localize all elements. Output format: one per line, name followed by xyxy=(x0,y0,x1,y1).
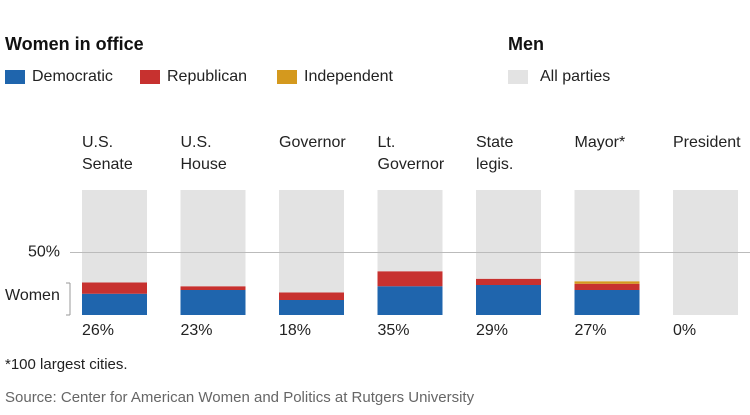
bar-segment xyxy=(574,283,640,290)
bar-segment xyxy=(377,271,443,287)
bar-segment xyxy=(377,190,443,272)
source: Source: Center for American Women and Po… xyxy=(5,389,475,406)
bar-segment xyxy=(180,190,246,287)
category-label: President xyxy=(673,134,741,151)
bar-segment xyxy=(574,281,640,284)
legend-swatch xyxy=(508,70,528,84)
bar-segment xyxy=(279,292,344,300)
bar-segment xyxy=(574,190,640,282)
bar-segment xyxy=(476,278,541,285)
total-label: 26% xyxy=(82,322,114,339)
footnote: *100 largest cities. xyxy=(5,356,128,373)
legend-label: Democratic xyxy=(32,68,113,85)
bar-segment xyxy=(476,190,541,279)
bar-segment xyxy=(476,285,541,315)
legend-swatch xyxy=(140,70,160,84)
legend-label: Independent xyxy=(304,68,394,85)
y-tick-label: 50% xyxy=(28,244,60,261)
bar-segment xyxy=(180,290,246,315)
bar-segment xyxy=(82,293,147,315)
legend-swatch xyxy=(5,70,25,84)
category-label: U.S. House xyxy=(181,134,227,173)
total-label: 0% xyxy=(673,322,696,339)
total-label: 27% xyxy=(575,322,607,339)
legend-label: All parties xyxy=(540,68,610,85)
bar-segment xyxy=(180,286,246,290)
legend-title: Women in office xyxy=(5,34,144,54)
women-label: Women xyxy=(5,287,60,304)
category-label: Mayor* xyxy=(575,134,626,151)
total-label: 18% xyxy=(279,322,311,339)
total-label: 23% xyxy=(181,322,213,339)
bar-segment xyxy=(574,290,640,315)
bar-segment xyxy=(82,282,147,294)
total-label: 29% xyxy=(476,322,508,339)
category-label: Lt. Governor xyxy=(378,134,445,173)
category-label: Governor xyxy=(279,134,346,151)
bar-segment xyxy=(279,300,344,315)
legend-label: Republican xyxy=(167,68,247,85)
bar-segment xyxy=(82,190,147,283)
legend-swatch xyxy=(277,70,297,84)
total-label: 35% xyxy=(378,322,410,339)
bar-segment xyxy=(377,286,443,315)
category-label: U.S. Senate xyxy=(82,134,133,173)
bar-segment xyxy=(279,190,344,293)
men-title: Men xyxy=(508,34,544,54)
category-label: State legis. xyxy=(476,134,513,173)
